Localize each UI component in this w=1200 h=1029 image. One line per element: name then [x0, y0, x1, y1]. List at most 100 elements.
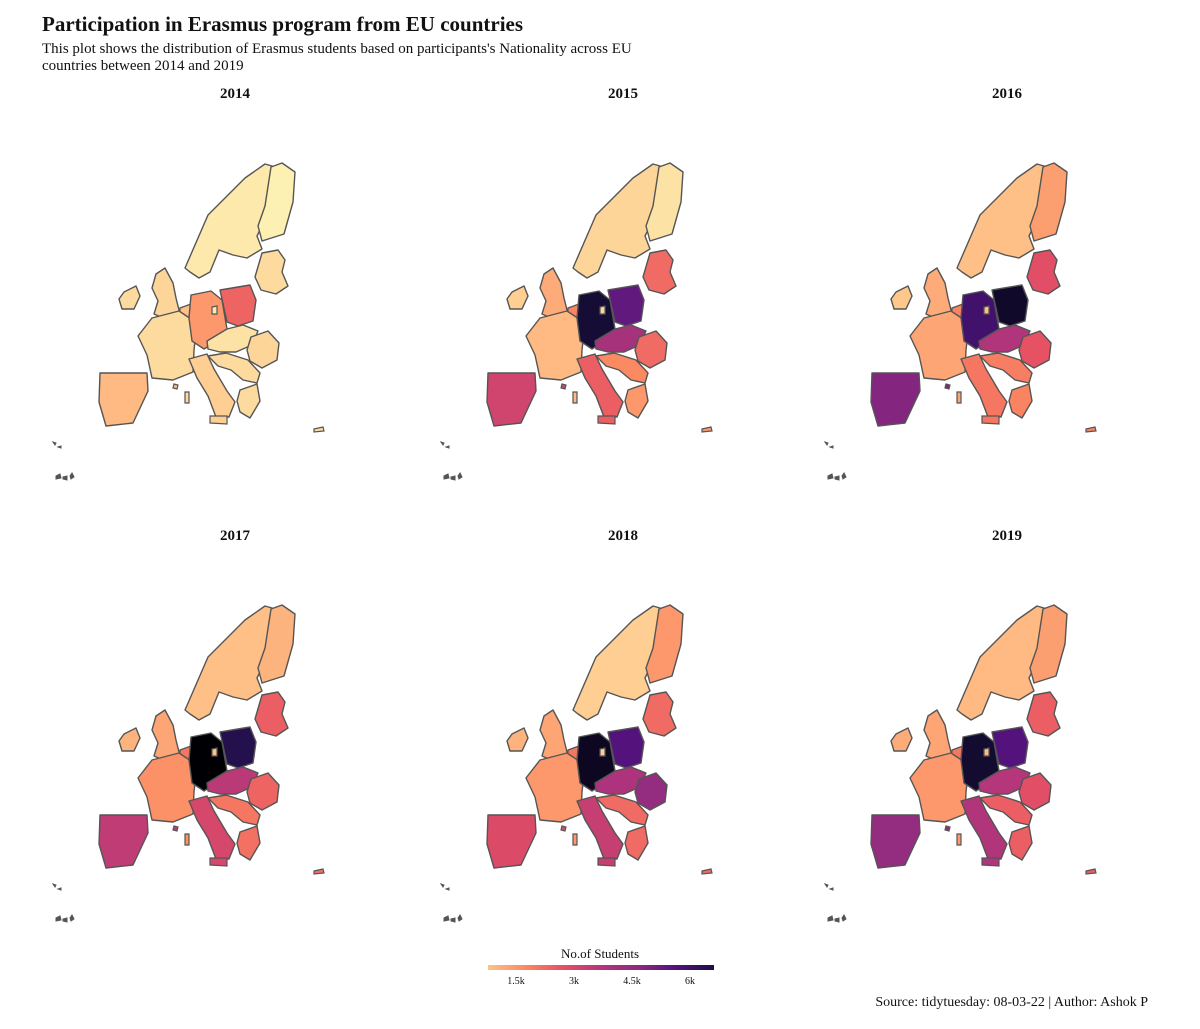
island-france — [184, 391, 190, 404]
region-italy — [576, 353, 624, 418]
region-greece — [236, 383, 261, 419]
region-poland — [219, 726, 257, 769]
island-greece — [1085, 426, 1097, 433]
legend-tick-label: 3k — [569, 976, 579, 987]
island-iberia — [172, 825, 179, 832]
region-italy — [960, 353, 1008, 418]
region-finland — [257, 604, 296, 684]
outermost-region-mark — [439, 883, 445, 888]
region-france — [525, 310, 586, 381]
outermost-region-mark — [834, 917, 840, 923]
outermost-region-mark — [69, 914, 75, 922]
outermost-region-mark — [55, 473, 62, 480]
region-greece — [624, 825, 649, 861]
outermost-region-mark — [444, 887, 450, 891]
map-panel-2016: 2016 — [812, 86, 1200, 506]
region-finland — [1029, 604, 1068, 684]
region-baltics — [642, 691, 677, 737]
panel-year-label: 2014 — [220, 86, 250, 102]
region-ireland — [890, 727, 913, 752]
island-italy — [597, 415, 616, 425]
region-uk — [539, 267, 569, 319]
map-panel-2017: 2017 — [40, 528, 430, 948]
region-poland — [607, 284, 645, 327]
region-romania — [634, 330, 668, 369]
island-france — [572, 833, 578, 846]
outermost-region-mark — [51, 441, 57, 446]
panel-year-label: 2019 — [992, 528, 1022, 544]
outermost-region-mark — [841, 472, 847, 480]
region-nordic — [956, 605, 1057, 721]
outermost-region-mark — [823, 883, 829, 888]
region-poland — [991, 726, 1029, 769]
outermost-region-mark — [450, 475, 456, 481]
region-poland — [607, 726, 645, 769]
region-nordic — [184, 605, 285, 721]
outermost-region-mark — [55, 915, 62, 922]
region-romania — [634, 772, 668, 811]
outermost-region-mark — [828, 887, 834, 891]
region-greece — [1008, 825, 1033, 861]
region-baltics — [642, 249, 677, 295]
island-nordic — [211, 305, 218, 315]
europe-map — [51, 604, 325, 923]
map-panel-2014: 2014 — [40, 86, 430, 506]
island-nordic — [211, 747, 218, 757]
region-balkans — [979, 794, 1033, 826]
island-iberia — [944, 825, 951, 832]
outermost-region-mark — [834, 475, 840, 481]
island-nordic — [983, 305, 990, 315]
island-italy — [597, 857, 616, 867]
region-nordic — [572, 605, 673, 721]
island-nordic — [599, 305, 606, 315]
region-italy — [188, 353, 236, 418]
region-italy — [188, 795, 236, 860]
island-france — [956, 833, 962, 846]
island-greece — [1085, 868, 1097, 875]
region-balkans — [207, 352, 261, 384]
legend-tick-label: 6k — [685, 976, 695, 987]
outermost-region-mark — [62, 917, 68, 923]
europe-map — [823, 162, 1097, 481]
region-balkans — [595, 352, 649, 384]
region-iberia — [870, 814, 921, 869]
island-nordic — [599, 747, 606, 757]
region-nordic — [572, 163, 673, 279]
europe-map — [51, 162, 325, 481]
map-panel-2015: 2015 — [428, 86, 818, 506]
region-greece — [236, 825, 261, 861]
outermost-region-mark — [69, 472, 75, 480]
region-baltics — [1026, 691, 1061, 737]
outermost-region-mark — [56, 887, 62, 891]
region-france — [137, 752, 198, 823]
island-italy — [209, 857, 228, 867]
region-finland — [645, 162, 684, 242]
region-romania — [1018, 330, 1052, 369]
region-nordic — [956, 163, 1057, 279]
legend-tick-label: 4.5k — [623, 976, 641, 987]
island-italy — [981, 415, 1000, 425]
outermost-region-mark — [439, 441, 445, 446]
legend-color-bar — [488, 965, 714, 970]
region-uk — [923, 267, 953, 319]
outermost-region-mark — [828, 445, 834, 449]
outermost-region-mark — [443, 915, 450, 922]
region-greece — [1008, 383, 1033, 419]
region-poland — [991, 284, 1029, 327]
outermost-region-mark — [827, 915, 834, 922]
region-iberia — [98, 814, 149, 869]
island-iberia — [560, 383, 567, 390]
region-uk — [923, 709, 953, 761]
region-iberia — [486, 814, 537, 869]
region-ireland — [506, 285, 529, 310]
island-iberia — [944, 383, 951, 390]
region-poland — [219, 284, 257, 327]
outermost-region-mark — [450, 917, 456, 923]
region-iberia — [486, 372, 537, 427]
region-france — [909, 310, 970, 381]
map-panel-2019: 2019 — [812, 528, 1200, 948]
panel-year-label: 2017 — [220, 528, 250, 544]
plot-caption: Source: tidytuesday: 08-03-22 | Author: … — [875, 995, 1148, 1010]
region-uk — [151, 709, 181, 761]
outermost-region-mark — [51, 883, 57, 888]
